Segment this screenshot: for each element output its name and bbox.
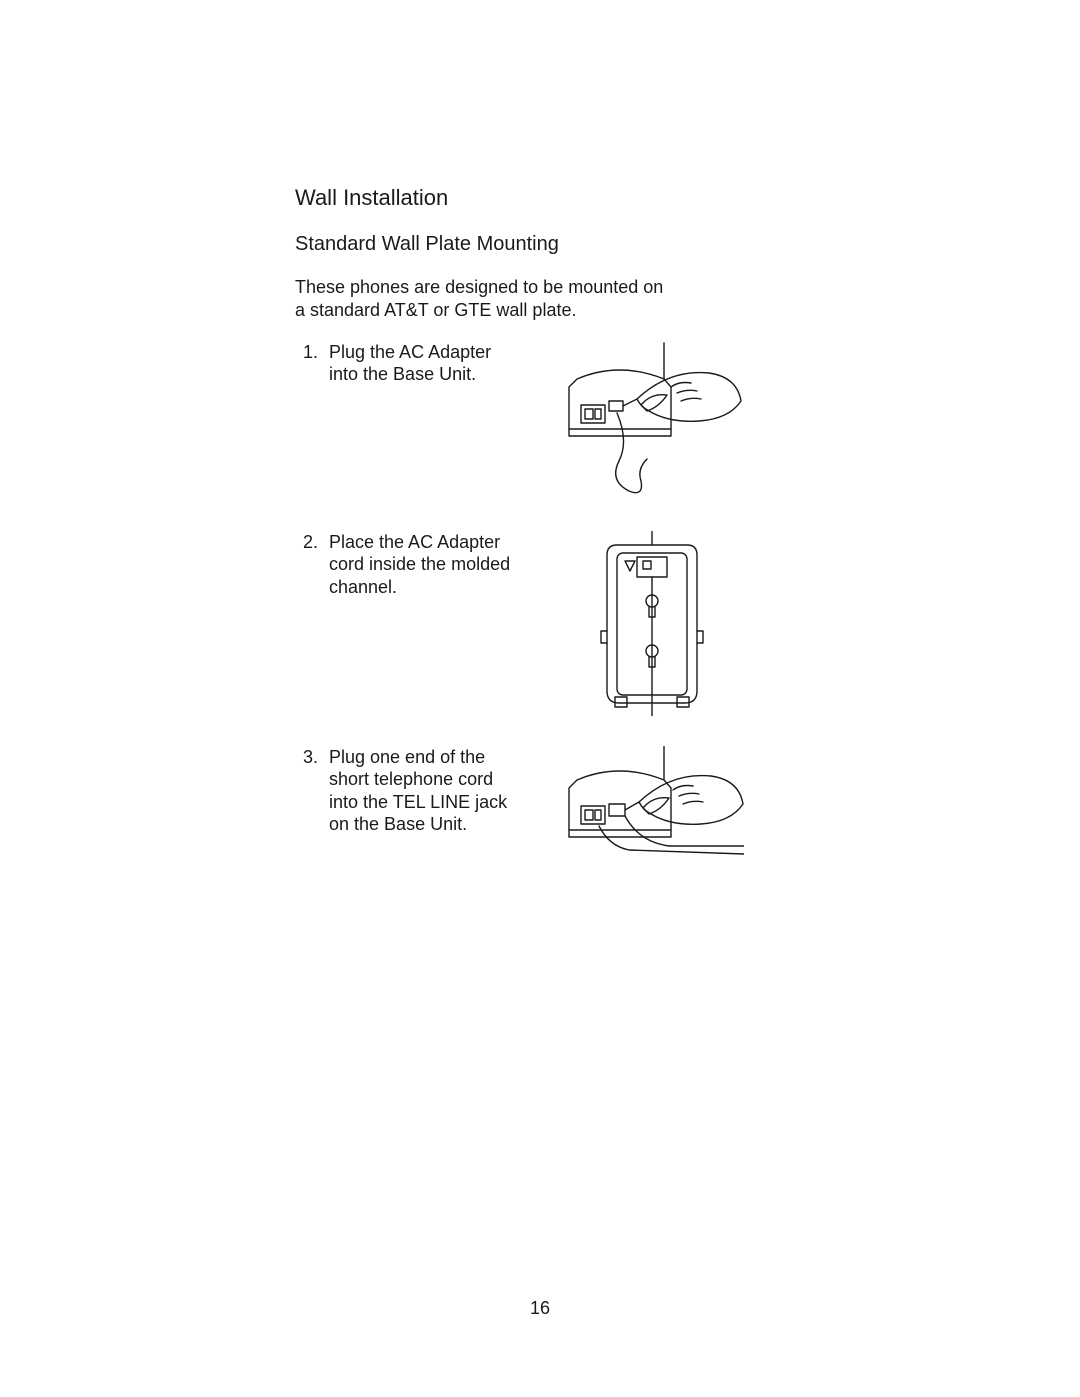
step-1-body: Plug the AC Adapter into the Base Unit. xyxy=(329,341,523,386)
step-3-number: 3. xyxy=(303,746,329,836)
step-2-number: 2. xyxy=(303,531,329,599)
step-2-text: 2. Place the AC Adapter cord inside the … xyxy=(295,531,523,599)
page-number: 16 xyxy=(0,1298,1080,1319)
intro-paragraph: These phones are designed to be mounted … xyxy=(295,276,675,323)
step-1-number: 1. xyxy=(303,341,329,386)
page-title: Wall Installation xyxy=(295,185,780,211)
step-3-figure xyxy=(523,746,780,886)
step-2: 2. Place the AC Adapter cord inside the … xyxy=(295,531,780,716)
step-2-figure xyxy=(523,531,780,716)
step-3: 3. Plug one end of the short telephone c… xyxy=(295,746,780,886)
section-title: Standard Wall Plate Mounting xyxy=(295,233,780,256)
plug-tel-line-icon xyxy=(559,746,744,886)
step-2-body: Place the AC Adapter cord inside the mol… xyxy=(329,531,523,599)
plug-adapter-icon xyxy=(559,341,744,501)
step-1: 1. Plug the AC Adapter into the Base Uni… xyxy=(295,341,780,501)
step-1-figure xyxy=(523,341,780,501)
step-1-text: 1. Plug the AC Adapter into the Base Uni… xyxy=(295,341,523,386)
step-3-text: 3. Plug one end of the short telephone c… xyxy=(295,746,523,836)
cord-channel-icon xyxy=(597,531,707,716)
manual-page: Wall Installation Standard Wall Plate Mo… xyxy=(0,0,1080,1397)
step-3-body: Plug one end of the short telephone cord… xyxy=(329,746,523,836)
